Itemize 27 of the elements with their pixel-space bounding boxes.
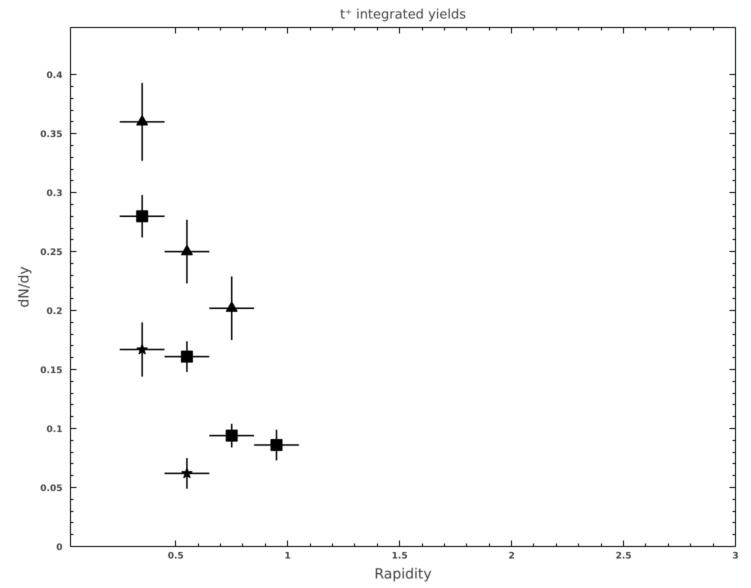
x-tick-label: 0.5: [168, 552, 184, 562]
point: [180, 244, 193, 256]
point: [181, 467, 193, 478]
y-axis-title: dN/dy: [16, 266, 32, 308]
y-tick-label: 0.05: [40, 484, 63, 494]
y-tick-label: 0.15: [40, 366, 63, 376]
y-tick-label: 0: [56, 543, 63, 553]
chart-title: t⁺ integrated yields: [340, 8, 466, 22]
y-tick-label: 0.3: [46, 189, 63, 200]
x-axis-title: Rapidity: [374, 566, 432, 582]
point: [136, 115, 148, 126]
x-tick-label: 2: [508, 552, 515, 562]
y-tick-label: 0.35: [40, 130, 63, 140]
x-tick-label: 1: [284, 552, 291, 562]
x-tick-label: 2.5: [616, 552, 632, 562]
point: [270, 439, 282, 452]
point: [136, 344, 148, 354]
point: [226, 430, 238, 442]
point: [180, 350, 193, 363]
y-tick-label: 0.25: [40, 248, 63, 258]
point: [226, 301, 238, 312]
point: [136, 210, 148, 222]
x-tick-label: 3: [732, 552, 739, 562]
y-tick-label: 0.2: [46, 307, 63, 318]
y-tick-label: 0.4: [46, 71, 63, 82]
x-tick-label: 1.5: [392, 552, 408, 562]
y-tick-label: 0.1: [46, 425, 63, 436]
